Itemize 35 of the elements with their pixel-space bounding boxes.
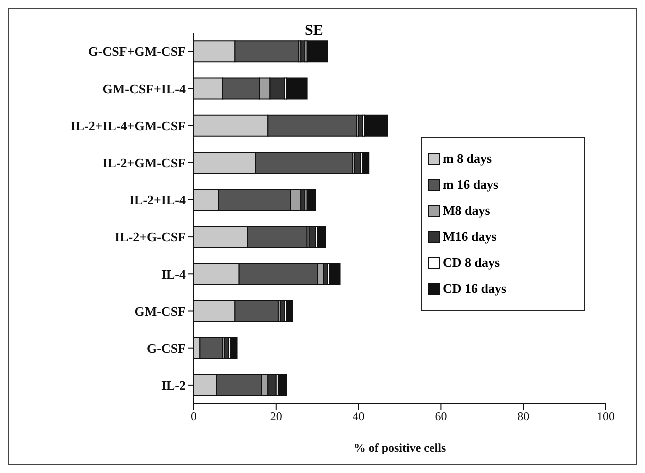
bar	[230, 337, 238, 360]
bar	[286, 300, 294, 322]
x-axis-title: % of positive cells	[354, 441, 446, 455]
legend-label: M16 days	[443, 229, 497, 245]
bar	[286, 78, 308, 100]
y-tick-label: IL-4	[161, 266, 186, 282]
chart-title: SE	[305, 23, 324, 40]
bar	[364, 114, 388, 137]
legend-label: m 16 days	[443, 177, 499, 193]
x-tick-label: 80	[518, 410, 530, 424]
bar	[329, 263, 341, 286]
legend-label: CD 8 days	[443, 255, 500, 271]
legend-label: CD 16 days	[443, 281, 507, 297]
legend-label: m 8 days	[443, 151, 492, 167]
bar	[306, 189, 316, 212]
bar	[362, 152, 370, 174]
x-tick-label: 60	[435, 410, 448, 424]
y-tick-label: IL-2+G-CSF	[115, 230, 186, 245]
y-tick-label: GM-CSF+IL-4	[102, 81, 186, 96]
x-tick-label: 100	[597, 410, 615, 424]
x-tick-label: 40	[352, 410, 365, 424]
y-tick-label: IL-2+IL-4+GM-CSF	[70, 118, 186, 134]
bar	[354, 152, 362, 174]
bar	[278, 374, 288, 397]
y-tick-label: IL-2	[161, 378, 186, 394]
legend-label: M8 days	[443, 203, 490, 219]
bar	[306, 40, 328, 63]
y-tick-label: IL-2+IL-4	[129, 192, 186, 208]
bar	[317, 226, 326, 248]
y-tick-label: G-CSF	[147, 340, 186, 356]
y-tick-label: G-CSF+GM-CSF	[88, 44, 186, 60]
x-tick-label: 20	[270, 410, 282, 424]
y-tick-label: IL-2+GM-CSF	[102, 155, 186, 170]
x-tick-label: 0	[191, 410, 197, 424]
y-tick-label: GM-CSF	[134, 304, 186, 319]
